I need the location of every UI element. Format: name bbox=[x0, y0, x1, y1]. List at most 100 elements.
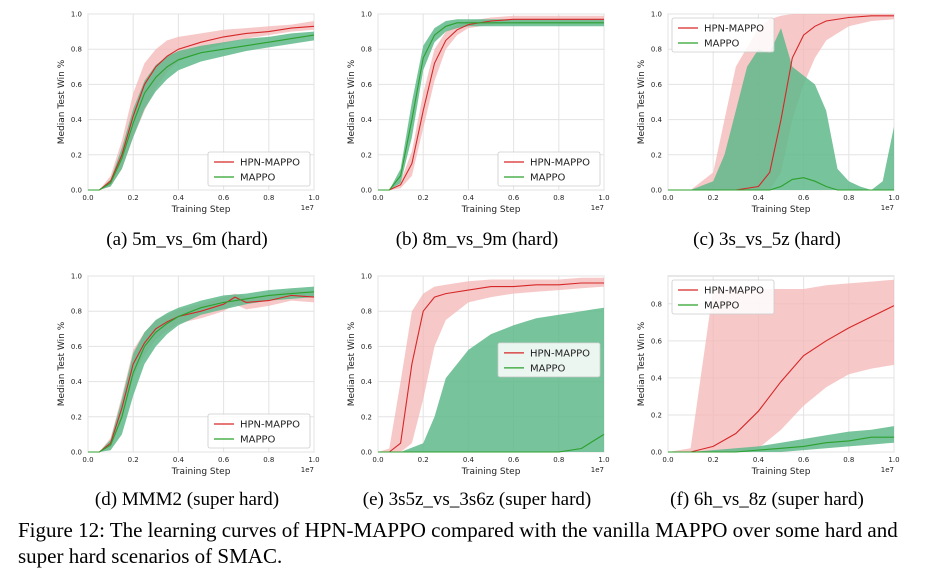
legend-label-mappo: MAPPO bbox=[704, 301, 740, 312]
y-tick-label: 0.6 bbox=[71, 81, 83, 89]
x-axis-label: Training Step bbox=[171, 205, 231, 215]
x-tick-label: 0.4 bbox=[463, 456, 475, 464]
y-tick-label: 0.6 bbox=[651, 81, 663, 89]
y-tick-label: 0.2 bbox=[651, 411, 662, 419]
x-tick-label: 0.0 bbox=[82, 194, 93, 202]
x-tick-label: 0.2 bbox=[128, 194, 139, 202]
y-tick-label: 0.8 bbox=[361, 46, 372, 54]
x-tick-label: 0.8 bbox=[843, 194, 854, 202]
x-tick-label: 0.2 bbox=[418, 456, 429, 464]
legend-label-mappo: MAPPO bbox=[704, 39, 740, 50]
legend-label-mappo: MAPPO bbox=[240, 435, 276, 446]
x-axis-label: Training Step bbox=[461, 467, 521, 477]
series-band-mappo bbox=[668, 426, 894, 452]
subcaption-c: (c) 3s_vs_5z (hard) bbox=[693, 229, 841, 250]
series-line-mappo bbox=[668, 436, 894, 453]
x-tick-label: 1.0 bbox=[308, 456, 319, 464]
subcaption-d: (d) MMM2 (super hard) bbox=[94, 489, 280, 510]
y-tick-label: 0.0 bbox=[651, 187, 662, 195]
x-offset-label: 1e7 bbox=[301, 204, 314, 212]
chart-panel-a: 0.0 0.2 0.4 0.6 0.8 1.0 0.0 0.2 0.4 0.6 0.8 1.0 Trai… bbox=[52, 8, 322, 218]
y-tick-label: 0.4 bbox=[71, 378, 83, 386]
y-tick-label: 0.4 bbox=[651, 374, 663, 382]
x-tick-label: 0.0 bbox=[372, 456, 383, 464]
x-tick-label: 0.6 bbox=[508, 456, 520, 464]
x-axis-label: Training Step bbox=[751, 205, 811, 215]
legend-label-hpn-mappo: HPN-MAPPO bbox=[530, 158, 590, 169]
series-band-hpn-mappo bbox=[88, 21, 314, 190]
series-line-mappo bbox=[88, 34, 315, 191]
series-line-hpn-mappo bbox=[88, 25, 315, 191]
x-tick-label: 0.6 bbox=[798, 456, 810, 464]
y-tick-label: 0.2 bbox=[361, 151, 372, 159]
subcaption-b: (b) 8m_vs_9m (hard) bbox=[395, 229, 559, 250]
chart-panel-f: 0.0 0.2 0.4 0.6 0.8 1.0 0.0 0.2 0.4 0.6 0.8 Trainin… bbox=[632, 270, 902, 480]
chart-panel-c: 0.0 0.2 0.4 0.6 0.8 1.0 0.0 0.2 0.4 0.6 0.8 1.0 Trai… bbox=[632, 8, 902, 218]
series-band-mappo bbox=[88, 286, 314, 452]
x-tick-label: 0.8 bbox=[263, 194, 274, 202]
legend-label-hpn-mappo: HPN-MAPPO bbox=[530, 348, 590, 359]
x-axis-label: Training Step bbox=[171, 467, 231, 477]
subcaption-e: (e) 3s5z_vs_3s6z (super hard) bbox=[362, 489, 592, 510]
y-axis-label: Median Test Win % bbox=[637, 59, 647, 144]
x-tick-label: 0.0 bbox=[372, 194, 383, 202]
x-axis-label: Training Step bbox=[461, 205, 521, 215]
y-tick-label: 0.6 bbox=[361, 81, 373, 89]
y-tick-label: 0.6 bbox=[361, 343, 373, 351]
x-tick-label: 0.2 bbox=[128, 456, 139, 464]
y-tick-label: 1.0 bbox=[71, 11, 82, 19]
x-tick-label: 0.4 bbox=[173, 456, 185, 464]
series-band-hpn-mappo bbox=[378, 15, 604, 190]
y-tick-label: 0.8 bbox=[71, 46, 82, 54]
x-offset-label: 1e7 bbox=[591, 204, 604, 212]
x-tick-label: 0.0 bbox=[82, 456, 93, 464]
y-tick-label: 0.8 bbox=[71, 308, 82, 316]
y-tick-label: 1.0 bbox=[651, 11, 662, 19]
x-tick-label: 1.0 bbox=[888, 456, 899, 464]
series-line-hpn-mappo bbox=[378, 282, 604, 453]
y-tick-label: 0.4 bbox=[651, 116, 663, 124]
x-offset-label: 1e7 bbox=[881, 204, 894, 212]
x-tick-label: 0.2 bbox=[708, 194, 719, 202]
y-axis-label: Median Test Win % bbox=[637, 321, 647, 406]
legend-label-mappo: MAPPO bbox=[240, 173, 276, 184]
y-tick-label: 0.0 bbox=[361, 449, 372, 457]
y-tick-label: 0.0 bbox=[651, 449, 662, 457]
x-offset-label: 1e7 bbox=[301, 466, 314, 474]
series-line-mappo bbox=[378, 22, 604, 191]
y-axis-label: Median Test Win % bbox=[57, 59, 67, 144]
subcaption-f: (f) 6h_vs_8z (super hard) bbox=[670, 489, 864, 510]
x-tick-label: 0.8 bbox=[553, 194, 564, 202]
x-tick-label: 0.2 bbox=[418, 194, 429, 202]
subcaption-a: (a) 5m_vs_6m (hard) bbox=[106, 229, 268, 250]
legend-label-mappo: MAPPO bbox=[530, 173, 566, 184]
series-band-hpn-mappo bbox=[668, 279, 894, 452]
series-line-hpn-mappo bbox=[88, 294, 315, 453]
y-tick-label: 0.4 bbox=[361, 378, 373, 386]
x-tick-label: 1.0 bbox=[598, 194, 609, 202]
series-line-hpn-mappo bbox=[668, 305, 895, 453]
x-tick-label: 0.8 bbox=[843, 456, 854, 464]
y-tick-label: 0.2 bbox=[651, 151, 662, 159]
x-offset-label: 1e7 bbox=[591, 466, 604, 474]
x-tick-label: 0.6 bbox=[798, 194, 810, 202]
y-tick-label: 0.4 bbox=[361, 116, 373, 124]
y-tick-label: 0.0 bbox=[361, 187, 372, 195]
x-tick-label: 0.0 bbox=[662, 194, 673, 202]
y-tick-label: 1.0 bbox=[361, 11, 372, 19]
series-line-hpn-mappo bbox=[378, 18, 604, 191]
y-tick-label: 0.6 bbox=[71, 343, 83, 351]
y-tick-label: 0.8 bbox=[651, 300, 662, 308]
y-tick-label: 0.0 bbox=[71, 449, 82, 457]
chart-panel-b: 0.0 0.2 0.4 0.6 0.8 1.0 0.0 0.2 0.4 0.6 0.8 1.0 Trai… bbox=[342, 8, 612, 218]
x-tick-label: 0.0 bbox=[662, 456, 673, 464]
series-band-mappo bbox=[378, 19, 604, 190]
x-tick-label: 0.2 bbox=[708, 456, 719, 464]
y-tick-label: 1.0 bbox=[71, 273, 82, 281]
y-tick-label: 0.4 bbox=[71, 116, 83, 124]
chart-svg-c: 0.0 0.2 0.4 0.6 0.8 1.0 0.0 0.2 0.4 0.6 0.8 1.0 Trai… bbox=[637, 11, 900, 216]
x-axis-label: Training Step bbox=[751, 467, 811, 477]
chart-svg-e: 0.0 0.2 0.4 0.6 0.8 1.0 0.0 0.2 0.4 0.6 0.8 1.0 Trai… bbox=[347, 273, 610, 478]
series-line-mappo bbox=[668, 177, 894, 191]
chart-svg-b: 0.0 0.2 0.4 0.6 0.8 1.0 0.0 0.2 0.4 0.6 0.8 1.0 Trai… bbox=[347, 11, 610, 216]
